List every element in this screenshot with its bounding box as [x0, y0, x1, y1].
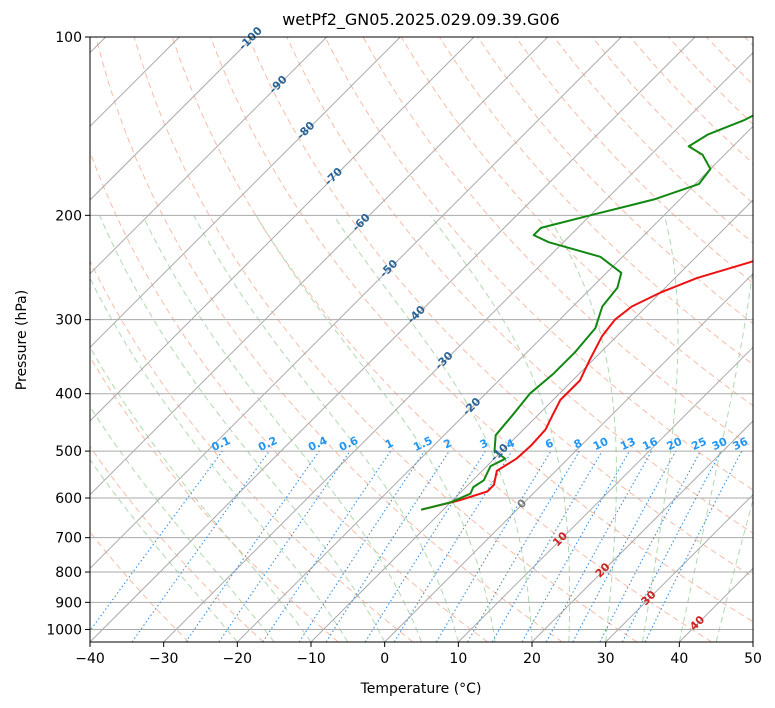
profile-lines: [420, 114, 753, 511]
dry-adiabat: [286, 37, 753, 534]
dry-adiabat: [248, 37, 753, 578]
mixing-ratio-line: [325, 450, 450, 642]
mixing-ratio-label: 13: [618, 435, 637, 453]
mixing-ratio-line: [298, 450, 425, 642]
x-tick-label: −40: [75, 651, 105, 667]
isotherm-line: [384, 272, 753, 642]
isotherm-line: [90, 37, 328, 275]
x-tick-label: −30: [149, 651, 179, 667]
dewpoint-line: [420, 114, 753, 511]
y-tick-label: 600: [55, 491, 82, 507]
x-tick-label: −20: [223, 651, 253, 667]
y-tick-label: 700: [55, 531, 82, 547]
moist-adiabat: [90, 346, 312, 642]
y-axis-title: Pressure (hPa): [14, 290, 30, 390]
temperature-line: [420, 260, 753, 511]
x-tick-label: −10: [296, 651, 326, 667]
x-tick-label: 20: [523, 651, 541, 667]
mixing-ratio-label: 20: [665, 435, 685, 453]
isotherm-line: [531, 420, 753, 642]
moist-adiabat: [332, 215, 533, 642]
isotherm-line: [90, 37, 254, 201]
x-tick-label: 50: [744, 651, 762, 667]
isotherm-line: [90, 37, 475, 422]
y-tick-label: 1000: [46, 622, 82, 638]
isotherm-line: [605, 493, 753, 642]
y-tick-label: 400: [55, 387, 82, 403]
isotherm-line: [90, 37, 622, 570]
dry-adiabat: [90, 356, 339, 642]
mixing-ratio-line: [572, 450, 677, 642]
y-tick-label: 900: [55, 595, 82, 611]
y-tick-label: 100: [55, 30, 82, 46]
x-tick-label: 30: [597, 651, 615, 667]
mixing-ratio-line: [218, 450, 351, 642]
isotherm-line: [90, 37, 549, 496]
mixing-ratio-line: [185, 450, 320, 642]
mixing-ratio-line: [90, 450, 223, 632]
isotherm-line: [310, 199, 753, 642]
mixing-ratio-line: [644, 450, 743, 642]
chart-title: wetPf2_GN05.2025.029.09.39.G06: [282, 10, 560, 30]
plot-frame: [89, 36, 754, 643]
dry-adiabat: [90, 445, 264, 642]
moist-adiabat: [430, 215, 571, 642]
mixing-ratio-line: [262, 450, 392, 642]
x-axis: −40 −30 −20 −10 0 10 20 30 40 50: [75, 642, 762, 667]
mixing-ratio-line: [521, 450, 630, 642]
dry-adiabat: [515, 37, 753, 284]
moist-adiabat: [678, 264, 753, 642]
x-tick-label: 40: [670, 651, 688, 667]
isotherm-line: [90, 37, 401, 349]
dry-adiabat: [210, 37, 753, 623]
x-tick-label: 0: [380, 651, 389, 667]
moist-adiabat: [142, 215, 422, 642]
moist-adiabat: [90, 458, 238, 642]
mixing-ratio-line: [131, 450, 270, 642]
x-axis-title: Temperature (°C): [360, 681, 482, 697]
mixing-ratio-label: 30: [710, 435, 730, 453]
moist-adiabat: [642, 215, 679, 642]
y-axis: 100 200 300 400 500 600 700 800 900 1000: [46, 30, 90, 638]
dry-adiabat: [90, 259, 414, 642]
y-tick-label: 800: [55, 565, 82, 581]
dry-adiabat: [324, 37, 753, 491]
isotherm-line: [457, 346, 753, 642]
background-grid: [90, 37, 753, 642]
dry-adiabat: [95, 37, 563, 642]
isotherm-line: [90, 37, 696, 642]
mixing-ratio-label: 25: [689, 435, 708, 453]
isotherm-line: [163, 51, 753, 642]
isotherm-line: [236, 125, 753, 642]
dry-adiabat: [171, 37, 712, 642]
moist-adiabat: [90, 405, 275, 642]
mixing-ratio-label: 16: [640, 435, 660, 453]
dry-adiabat: [133, 37, 638, 642]
mixing-ratio-line: [545, 450, 653, 642]
y-tick-label: 200: [55, 208, 82, 224]
y-tick-label: 500: [55, 444, 82, 460]
mixing-ratio-label: 10: [591, 435, 611, 453]
moist-adiabat: [547, 215, 617, 642]
y-tick-label: 300: [55, 313, 82, 329]
moist-adiabat: [193, 215, 459, 642]
mixing-ratio-line: [393, 450, 513, 642]
mixing-ratio-label: 36: [731, 435, 751, 453]
moist-adiabat: [99, 215, 386, 642]
x-tick-label: 10: [449, 651, 467, 667]
